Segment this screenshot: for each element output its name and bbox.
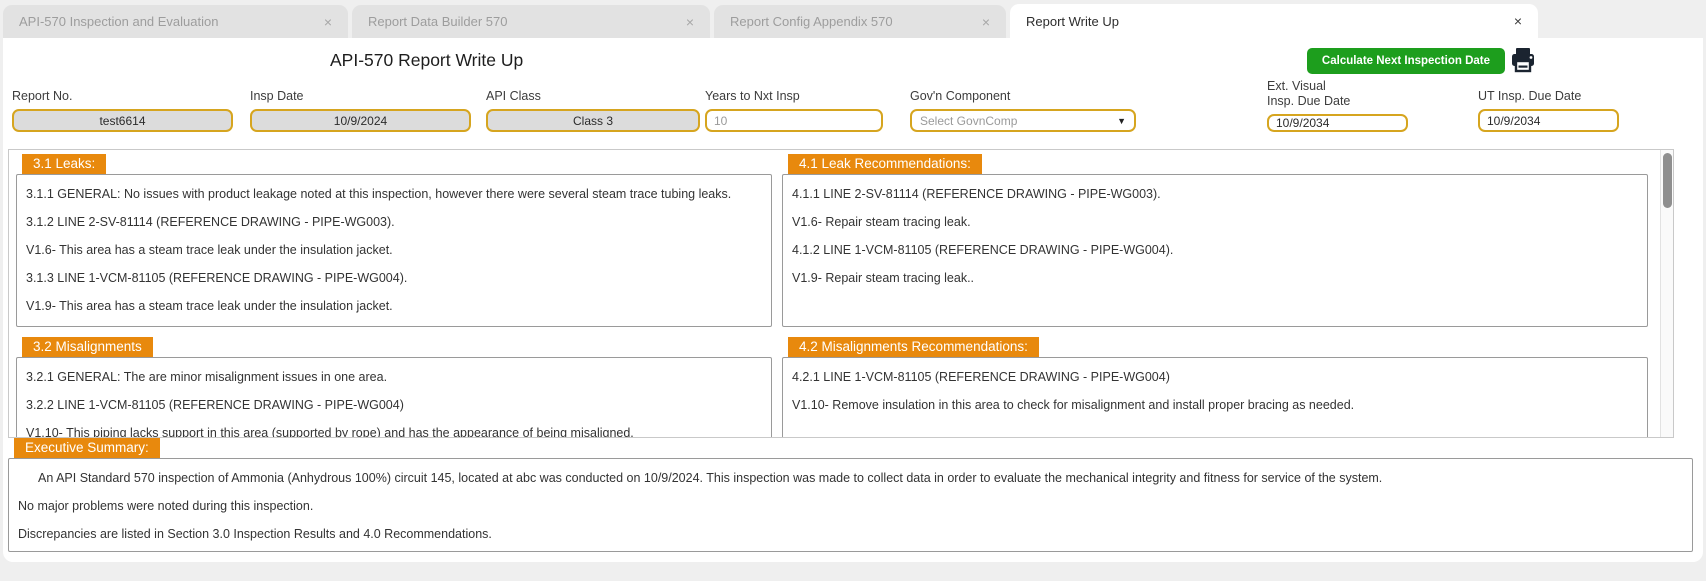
select-placeholder: Select GovnComp: [920, 113, 1018, 128]
tab-label: Report Write Up: [1026, 13, 1119, 29]
section-header-executive-summary: Executive Summary:: [14, 438, 160, 458]
govn-component-select[interactable]: Select GovnComp ▼: [910, 109, 1136, 132]
text-line: V1.10- Remove insulation in this area to…: [792, 398, 1355, 412]
text-line: 3.2.2 LINE 1-VCM-81105 (REFERENCE DRAWIN…: [26, 398, 404, 412]
section-header-leaks: 3.1 Leaks:: [22, 154, 107, 174]
ut-insp-due-date-label: UT Insp. Due Date: [1478, 89, 1582, 104]
govn-component-field: Gov'n Component Select GovnComp ▼: [910, 82, 1136, 132]
text-line: V1.9- This area has a steam trace leak u…: [26, 299, 393, 313]
close-icon[interactable]: ×: [685, 13, 694, 30]
leaks-textarea[interactable]: 3.1.1 GENERAL: No issues with product le…: [16, 174, 772, 327]
misalignments-textarea[interactable]: 3.2.1 GENERAL: The are minor misalignmen…: [16, 357, 772, 438]
text-line: 3.2.1 GENERAL: The are minor misalignmen…: [26, 370, 388, 384]
tab-bar: API-570 Inspection and Evaluation × Repo…: [0, 0, 1706, 38]
executive-summary-section: Executive Summary: An API Standard 570 i…: [8, 436, 1693, 552]
ext-visual-label-line2: Insp. Due Date: [1267, 94, 1351, 109]
insp-date-field: Insp Date: [250, 82, 471, 132]
scrollbar-thumb[interactable]: [1663, 153, 1672, 208]
tab-label: Report Data Builder 570: [368, 14, 508, 29]
leak-recommendations-textarea[interactable]: 4.1.1 LINE 2-SV-81114 (REFERENCE DRAWING…: [782, 174, 1648, 327]
ut-insp-due-date-field: UT Insp. Due Date: [1478, 82, 1619, 132]
tab-api570-inspection-and-evaluation[interactable]: API-570 Inspection and Evaluation ×: [3, 5, 348, 38]
page-bottom-strip: [0, 562, 1706, 581]
years-to-next-insp-field: Years to Nxt Insp: [705, 82, 883, 132]
insp-date-input[interactable]: [250, 109, 471, 132]
report-no-input[interactable]: [12, 109, 233, 132]
text-line: V1.10- This piping lacks support in this…: [26, 426, 634, 438]
insp-date-label: Insp Date: [250, 89, 304, 104]
tab-label: Report Config Appendix 570: [730, 14, 893, 29]
text-line: V1.6- Repair steam tracing leak.: [792, 215, 971, 229]
text-line: 4.2.1 LINE 1-VCM-81105 (REFERENCE DRAWIN…: [792, 370, 1170, 384]
tab-label: API-570 Inspection and Evaluation: [19, 14, 219, 29]
text-line: 3.1.1 GENERAL: No issues with product le…: [26, 187, 732, 201]
tab-report-write-up[interactable]: Report Write Up ×: [1010, 4, 1538, 38]
section-header-misalignments: 3.2 Misalignments: [22, 337, 153, 357]
tab-report-data-builder-570[interactable]: Report Data Builder 570 ×: [352, 5, 710, 38]
section-header-misalignments-recommendations: 4.2 Misalignments Recommendations:: [788, 337, 1039, 357]
close-icon[interactable]: ×: [981, 13, 990, 30]
close-icon[interactable]: ×: [323, 13, 332, 30]
print-icon[interactable]: [1510, 47, 1536, 73]
years-to-next-insp-input[interactable]: [705, 109, 883, 132]
section-header-leak-recommendations: 4.1 Leak Recommendations:: [788, 154, 982, 174]
report-no-field: Report No.: [12, 82, 233, 132]
ext-visual-insp-due-date-field: Ext. Visual Insp. Due Date: [1267, 78, 1408, 132]
report-no-label: Report No.: [12, 89, 73, 104]
text-line: 4.1.2 LINE 1-VCM-81105 (REFERENCE DRAWIN…: [792, 243, 1174, 257]
text-line: No major problems were noted during this…: [18, 499, 314, 513]
api-class-label: API Class: [486, 89, 541, 104]
text-line: V1.9- Repair steam tracing leak..: [792, 271, 975, 285]
section-row-misalignments: 3.2 Misalignments 3.2.1 GENERAL: The are…: [16, 335, 1664, 438]
misalignments-recommendations-textarea[interactable]: 4.2.1 LINE 1-VCM-81105 (REFERENCE DRAWIN…: [782, 357, 1648, 437]
report-sections-scroll-area: 3.1 Leaks: 3.1.1 GENERAL: No issues with…: [8, 149, 1674, 438]
govn-component-label: Gov'n Component: [910, 89, 1011, 104]
scrollbar-track[interactable]: [1660, 150, 1673, 437]
api-class-input[interactable]: [486, 109, 700, 132]
text-line: 3.1.2 LINE 2-SV-81114 (REFERENCE DRAWING…: [26, 215, 395, 229]
text-line: Discrepancies are listed in Section 3.0 …: [18, 527, 492, 541]
calculate-next-inspection-date-button[interactable]: Calculate Next Inspection Date: [1306, 48, 1505, 74]
close-icon[interactable]: ×: [1513, 13, 1522, 29]
ut-insp-due-date-input[interactable]: [1478, 109, 1619, 132]
chevron-down-icon: ▼: [1117, 115, 1126, 126]
ext-visual-label-line1: Ext. Visual: [1267, 78, 1326, 93]
text-line: 4.1.1 LINE 2-SV-81114 (REFERENCE DRAWING…: [792, 187, 1161, 201]
ext-visual-insp-due-date-input[interactable]: [1267, 114, 1408, 132]
api-class-field: API Class: [486, 82, 700, 132]
section-row-leaks: 3.1 Leaks: 3.1.1 GENERAL: No issues with…: [16, 152, 1664, 327]
page-title: API-570 Report Write Up: [330, 50, 524, 70]
report-write-up-panel: API-570 Report Write Up Calculate Next I…: [3, 38, 1703, 562]
years-to-next-insp-label: Years to Nxt Insp: [705, 89, 800, 104]
executive-summary-textarea[interactable]: An API Standard 570 inspection of Ammoni…: [8, 458, 1693, 552]
text-line: 3.1.3 LINE 1-VCM-81105 (REFERENCE DRAWIN…: [26, 271, 408, 285]
text-line: V1.6- This area has a steam trace leak u…: [26, 243, 393, 257]
tab-report-config-appendix-570[interactable]: Report Config Appendix 570 ×: [714, 5, 1006, 38]
text-line: An API Standard 570 inspection of Ammoni…: [38, 471, 1383, 485]
